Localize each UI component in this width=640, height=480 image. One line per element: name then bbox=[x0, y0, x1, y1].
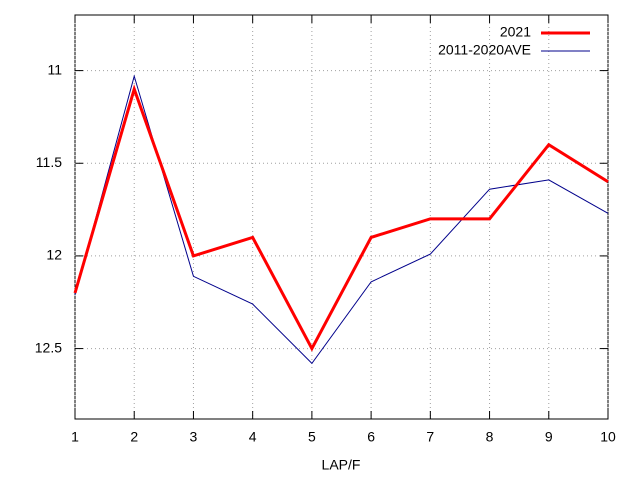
x-tick-label: 2 bbox=[130, 429, 138, 445]
x-tick-label: 8 bbox=[486, 429, 494, 445]
x-tick-label: 9 bbox=[545, 429, 553, 445]
y-tick-label: 11.5 bbox=[36, 154, 62, 170]
x-tick-label: 3 bbox=[190, 429, 198, 445]
y-tick-label: 12.5 bbox=[35, 339, 62, 355]
legend-label: 2011-2020AVE bbox=[438, 42, 531, 58]
x-tick-label: 5 bbox=[308, 429, 316, 445]
x-tick-label: 4 bbox=[249, 429, 257, 445]
y-tick-label: 11 bbox=[47, 61, 62, 77]
y-tick-label: 12 bbox=[46, 247, 62, 263]
x-tick-label: 7 bbox=[426, 429, 434, 445]
x-tick-label: 1 bbox=[71, 429, 79, 445]
legend-label: 2021 bbox=[500, 24, 531, 40]
data-line bbox=[74, 74, 609, 365]
plot-frame bbox=[74, 14, 609, 420]
x-axis-label: LAP/F bbox=[322, 457, 361, 473]
x-tick-label: 10 bbox=[600, 429, 616, 445]
data-line bbox=[73, 84, 609, 352]
x-tick-label: 6 bbox=[367, 429, 375, 445]
